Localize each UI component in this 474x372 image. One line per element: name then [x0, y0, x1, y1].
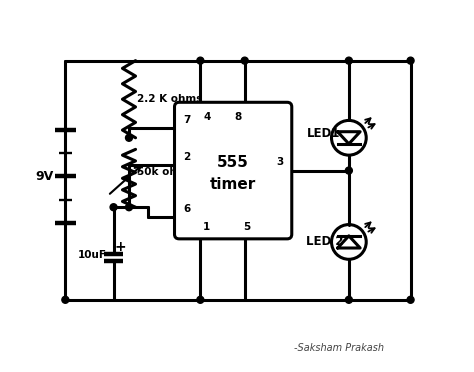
- Text: 2.2 K ohms: 2.2 K ohms: [137, 94, 203, 104]
- Circle shape: [346, 57, 352, 64]
- Text: 3: 3: [276, 157, 283, 167]
- Circle shape: [346, 167, 352, 174]
- Text: 555: 555: [217, 155, 249, 170]
- Circle shape: [197, 57, 204, 64]
- Text: 2: 2: [183, 152, 190, 162]
- Text: +: +: [115, 240, 127, 254]
- Circle shape: [62, 296, 69, 303]
- Text: 1: 1: [203, 222, 210, 232]
- Text: 9V: 9V: [35, 170, 53, 183]
- Circle shape: [407, 57, 414, 64]
- FancyBboxPatch shape: [174, 102, 292, 239]
- Text: 8: 8: [235, 112, 242, 122]
- Circle shape: [126, 134, 132, 141]
- Circle shape: [241, 57, 248, 64]
- Text: -Saksham Prakash: -Saksham Prakash: [293, 343, 383, 353]
- Text: 6: 6: [183, 204, 190, 214]
- Text: 7: 7: [183, 115, 191, 125]
- Text: LED1: LED1: [306, 128, 340, 140]
- Text: timer: timer: [210, 177, 256, 192]
- Text: LED 2: LED 2: [306, 235, 344, 248]
- Text: 50k ohms: 50k ohms: [137, 167, 194, 177]
- Circle shape: [126, 204, 132, 211]
- Circle shape: [110, 204, 117, 211]
- Circle shape: [407, 296, 414, 303]
- Circle shape: [346, 296, 352, 303]
- Text: 5: 5: [243, 222, 250, 232]
- Text: 4: 4: [203, 112, 210, 122]
- Text: 10uF: 10uF: [78, 250, 107, 260]
- Circle shape: [197, 296, 204, 303]
